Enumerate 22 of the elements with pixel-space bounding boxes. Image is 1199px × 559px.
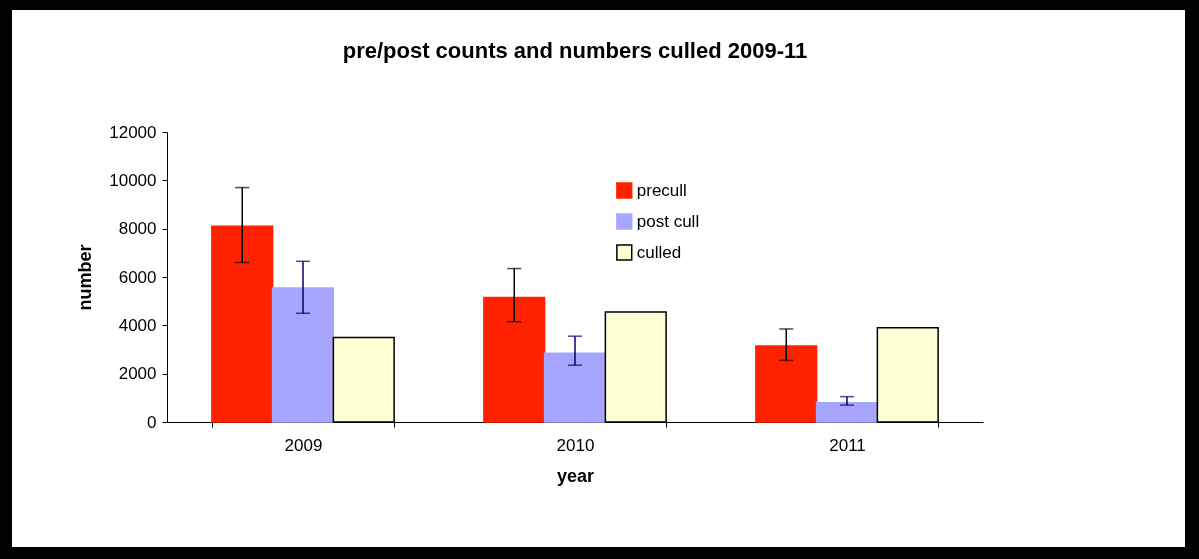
bar bbox=[755, 345, 818, 423]
x-axis-title: year bbox=[556, 465, 595, 486]
bar bbox=[271, 287, 335, 423]
x-tick-label: 2011 bbox=[829, 435, 866, 455]
legend-label: precull bbox=[636, 180, 687, 200]
chart-title: pre/post counts and numbers culled 2009-11 bbox=[342, 38, 808, 63]
legend-label: culled bbox=[636, 242, 682, 262]
bar bbox=[815, 401, 879, 423]
legend-label: post cull bbox=[636, 211, 700, 231]
x-tick-label: 2010 bbox=[556, 435, 595, 455]
bar bbox=[211, 225, 274, 423]
y-tick-label: 0 bbox=[147, 412, 157, 432]
y-tick-label: 8000 bbox=[118, 219, 157, 239]
bar bbox=[543, 352, 607, 423]
x-tick-label: 2009 bbox=[284, 435, 323, 455]
y-tick-label: 10000 bbox=[109, 170, 157, 190]
y-axis-title: number bbox=[75, 244, 96, 311]
bar bbox=[483, 296, 546, 423]
y-tick-label: 6000 bbox=[118, 267, 157, 287]
y-tick-label: 12000 bbox=[109, 122, 157, 142]
y-tick-label: 4000 bbox=[118, 315, 157, 335]
y-tick-label: 2000 bbox=[118, 364, 157, 384]
